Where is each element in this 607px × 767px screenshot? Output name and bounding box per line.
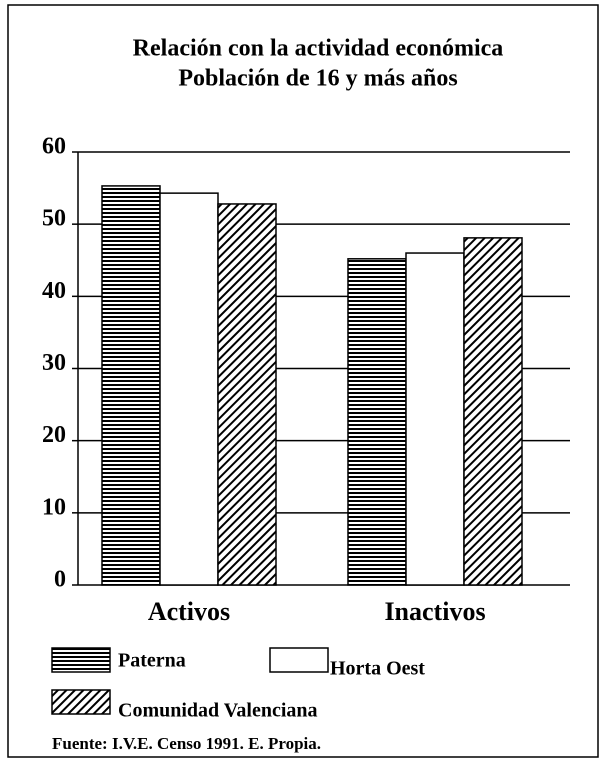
y-tick-label: 50 bbox=[42, 206, 66, 232]
legend-label: Paterna bbox=[118, 650, 186, 672]
legend-swatch bbox=[51, 647, 111, 673]
bar bbox=[463, 237, 523, 586]
y-tick-label: 20 bbox=[42, 422, 66, 448]
x-tick-label: Inactivos bbox=[384, 597, 485, 626]
y-tick-label: 30 bbox=[42, 350, 66, 376]
frame bbox=[7, 4, 599, 758]
bar bbox=[159, 192, 219, 586]
legend-swatch bbox=[51, 689, 111, 715]
x-tick-label: Activos bbox=[148, 597, 230, 626]
legend-label: Comunidad Valenciana bbox=[118, 700, 318, 722]
source: Fuente: I.V.E. Censo 1991. E. Propia. bbox=[52, 734, 321, 753]
chart-title: Relación con la actividad económica bbox=[133, 36, 504, 62]
y-tick-label: 10 bbox=[42, 494, 66, 520]
bar bbox=[405, 252, 465, 586]
chart-subtitle: Población de 16 y más años bbox=[178, 66, 457, 92]
y-tick-label: 40 bbox=[42, 278, 66, 304]
bar bbox=[101, 185, 161, 586]
y-tick-label: 60 bbox=[42, 134, 66, 160]
bar bbox=[347, 258, 407, 586]
y-tick-label: 0 bbox=[54, 567, 66, 593]
legend-swatch bbox=[269, 647, 329, 673]
bar bbox=[217, 203, 277, 586]
legend-label: Horta Oest bbox=[330, 658, 425, 680]
